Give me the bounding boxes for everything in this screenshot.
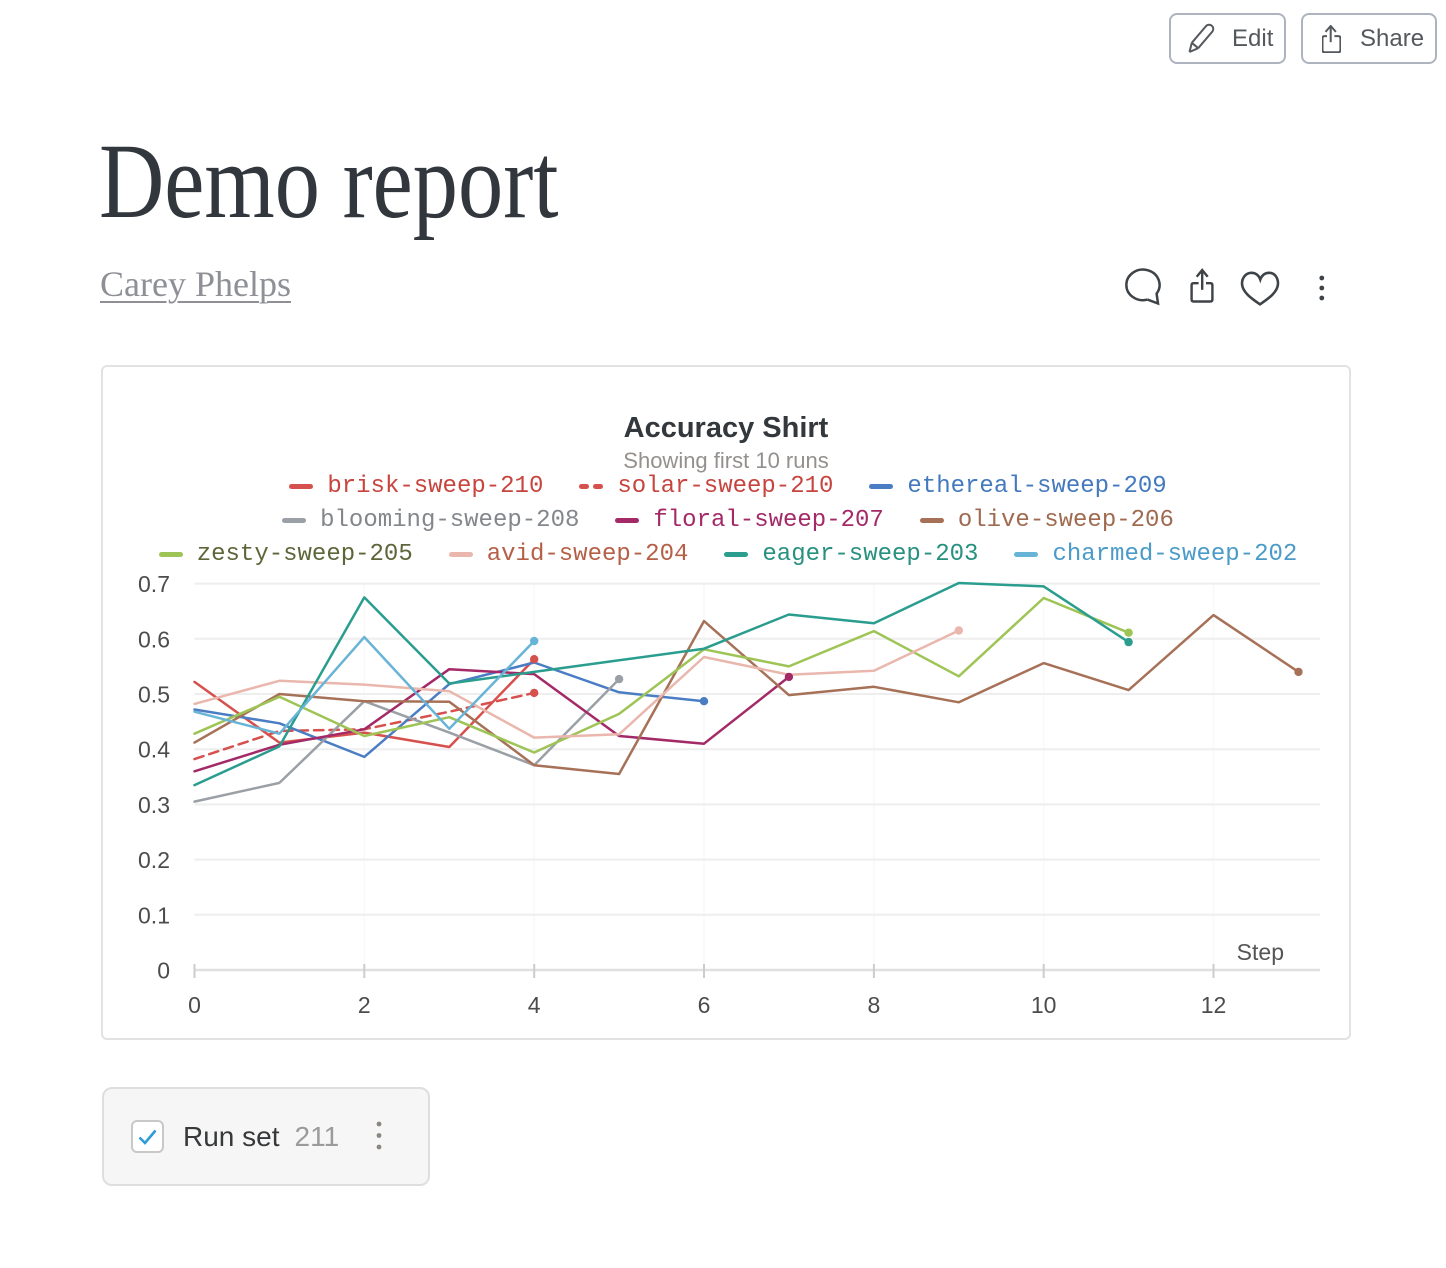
svg-text:0.6: 0.6 <box>138 626 170 652</box>
svg-text:0.4: 0.4 <box>138 737 170 763</box>
svg-text:0.2: 0.2 <box>138 847 170 873</box>
svg-text:8: 8 <box>868 992 881 1018</box>
svg-text:Step: Step <box>1237 939 1284 965</box>
svg-text:6: 6 <box>698 992 711 1018</box>
svg-text:4: 4 <box>528 992 541 1018</box>
svg-text:0.3: 0.3 <box>138 792 170 818</box>
svg-text:0.7: 0.7 <box>138 571 170 597</box>
svg-text:10: 10 <box>1031 992 1057 1018</box>
svg-text:0: 0 <box>157 958 170 984</box>
svg-text:0.5: 0.5 <box>138 682 170 708</box>
svg-text:12: 12 <box>1201 992 1227 1018</box>
svg-text:2: 2 <box>358 992 371 1018</box>
svg-text:0.1: 0.1 <box>138 902 170 928</box>
svg-text:0: 0 <box>188 992 201 1018</box>
